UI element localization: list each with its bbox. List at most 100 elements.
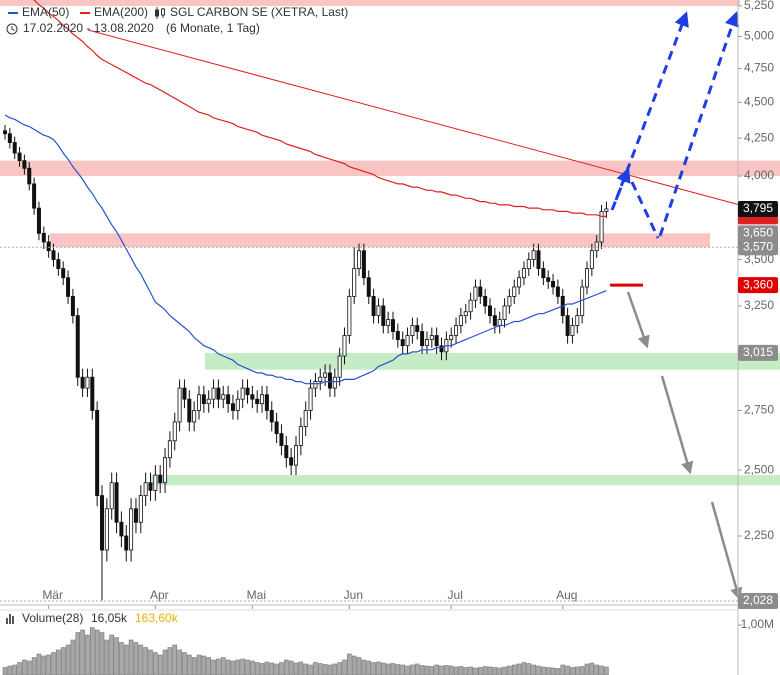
candle-body bbox=[589, 250, 594, 269]
candle-body bbox=[148, 482, 153, 491]
volume-bar bbox=[75, 632, 81, 675]
volume-bar bbox=[473, 667, 478, 675]
candle-body bbox=[502, 305, 507, 320]
candle-body bbox=[599, 211, 604, 243]
gray-arrows bbox=[626, 291, 743, 601]
candle-body bbox=[95, 410, 100, 497]
volume-bar bbox=[22, 659, 27, 675]
candle-body bbox=[483, 295, 488, 307]
volume-bar bbox=[468, 666, 473, 675]
price-label-box bbox=[738, 239, 778, 256]
plot-area bbox=[3, 0, 609, 601]
candle-body bbox=[526, 259, 531, 269]
volume-bar bbox=[570, 667, 575, 675]
volume-label: Volume(28) bbox=[22, 611, 83, 625]
volume-bar bbox=[303, 663, 309, 675]
candle-body bbox=[221, 394, 226, 400]
volume-bar bbox=[162, 649, 168, 675]
volume-bar bbox=[448, 665, 454, 675]
volume-bar bbox=[90, 627, 95, 675]
candle-body bbox=[143, 482, 148, 497]
candle-body bbox=[46, 241, 51, 252]
candle-body bbox=[201, 394, 206, 405]
x-tick-label: Aug bbox=[556, 588, 577, 602]
volume-bar bbox=[487, 666, 493, 675]
volume-bar bbox=[366, 660, 372, 675]
candle-body bbox=[449, 335, 454, 340]
ema-line bbox=[33, 0, 607, 217]
trend-line bbox=[87, 29, 741, 206]
volume-bar bbox=[46, 654, 51, 675]
volume-bar bbox=[482, 666, 488, 675]
volume-bar bbox=[351, 655, 357, 675]
volume-bar bbox=[279, 662, 284, 675]
volume-bar bbox=[119, 642, 124, 675]
price-label: 3,795 bbox=[743, 201, 773, 215]
candle-body bbox=[565, 315, 570, 336]
candle-body bbox=[109, 482, 114, 510]
candle-icon bbox=[155, 7, 165, 19]
candle-body bbox=[235, 398, 240, 411]
volume-bar bbox=[342, 659, 347, 675]
volume-bar bbox=[555, 668, 561, 675]
candle-body bbox=[61, 268, 66, 279]
candle-body bbox=[32, 183, 37, 209]
candle-body bbox=[337, 355, 342, 378]
volume-bar bbox=[31, 657, 37, 675]
candle-body bbox=[531, 250, 536, 260]
legend-label: EMA(200) bbox=[94, 5, 148, 19]
candle-body bbox=[129, 508, 134, 551]
volume-bar bbox=[347, 653, 352, 675]
volume-bar bbox=[444, 665, 449, 675]
candle-body bbox=[570, 325, 575, 336]
price-label-box bbox=[738, 592, 778, 609]
volume-bar bbox=[507, 665, 512, 675]
candle-body bbox=[604, 208, 609, 212]
candle-body bbox=[211, 387, 216, 400]
candle-body bbox=[104, 508, 109, 551]
candle-body bbox=[293, 445, 298, 466]
candle-body bbox=[342, 335, 347, 357]
volume-bar bbox=[123, 644, 129, 675]
volume-bar bbox=[579, 666, 585, 675]
volume-bar bbox=[240, 658, 245, 675]
price-label-box bbox=[738, 344, 778, 361]
volume-bar bbox=[259, 663, 265, 675]
volume-bar bbox=[308, 664, 313, 675]
candle-body bbox=[187, 398, 192, 423]
candle-body bbox=[434, 335, 439, 347]
volume-bar bbox=[405, 665, 410, 675]
volume-bar bbox=[157, 654, 163, 675]
volume-bar bbox=[245, 659, 250, 675]
volume-bar bbox=[148, 649, 153, 675]
volume-bar bbox=[434, 664, 439, 675]
candle-body bbox=[17, 152, 22, 162]
candle-body bbox=[352, 268, 357, 297]
candle-body bbox=[240, 387, 245, 400]
volume-bar bbox=[114, 637, 119, 675]
volume-bar bbox=[410, 664, 415, 675]
volume-bar bbox=[26, 660, 32, 675]
candle-body bbox=[138, 495, 143, 523]
volume-bar bbox=[133, 642, 139, 675]
candle-body bbox=[468, 299, 473, 313]
blue-arrow bbox=[658, 11, 740, 237]
ema-line bbox=[4, 114, 607, 385]
candle-body bbox=[429, 335, 434, 340]
candle-body bbox=[386, 319, 391, 326]
x-tick-label: Jul bbox=[448, 588, 463, 602]
volume-bar bbox=[400, 664, 406, 675]
candle-body bbox=[420, 331, 425, 347]
x-tick-label: Jun bbox=[344, 588, 363, 602]
volume-bar bbox=[172, 644, 178, 675]
candle-body bbox=[400, 339, 405, 347]
y-tick-label: 4,250 bbox=[744, 130, 774, 144]
volume-last: 16,05k bbox=[91, 611, 128, 625]
volume-bar bbox=[565, 665, 570, 675]
blue-arrow bbox=[610, 167, 631, 211]
zone bbox=[50, 233, 710, 248]
candle-body bbox=[22, 160, 27, 169]
candle-body bbox=[279, 433, 284, 446]
